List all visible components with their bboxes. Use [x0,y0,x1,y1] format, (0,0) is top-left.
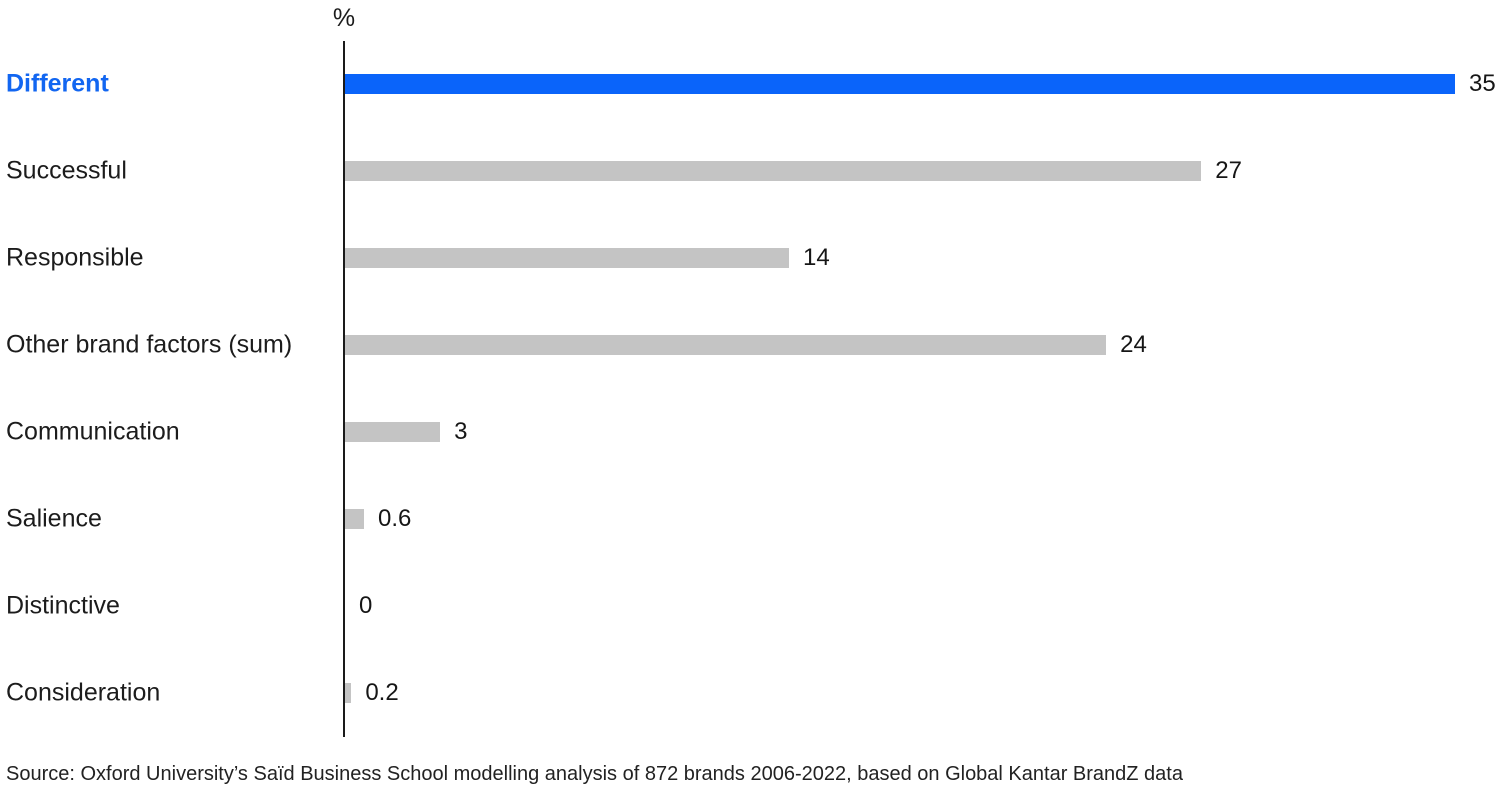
bar [345,248,789,268]
value-label: 3 [454,418,468,445]
chart-row: Consideration 0.2 [0,650,1500,737]
bar-chart: % Different 35 Successful 27 Responsible 14 Ot… [0,4,1500,737]
value-label: 24 [1120,331,1147,358]
bar [345,74,1455,94]
y-axis-line [343,41,345,737]
bar [345,422,441,442]
chart-row: Communication 3 [0,389,1500,476]
chart-row: Different 35 [0,41,1500,128]
bar [345,509,365,529]
category-label: Communication [6,417,180,446]
value-label: 0.6 [378,505,412,532]
source-text: Source: Oxford University’s Saïd Busines… [6,763,1183,785]
value-label: 0.2 [365,679,399,706]
chart-row: Distinctive 0 [0,563,1500,650]
category-label: Different [6,69,109,98]
value-label: 35 [1469,70,1496,97]
bar [345,161,1202,181]
value-label: 0 [359,592,373,619]
axis-unit-label: % [332,4,356,32]
category-label: Successful [6,156,127,185]
chart-row: Successful 27 [0,128,1500,215]
category-label: Responsible [6,243,144,272]
category-label: Distinctive [6,591,120,620]
chart-row: Salience 0.6 [0,476,1500,563]
chart-row: Responsible 14 [0,215,1500,302]
category-label: Consideration [6,678,161,707]
category-label: Salience [6,504,102,533]
value-label: 27 [1215,157,1242,184]
bar [345,335,1107,355]
value-label: 14 [803,244,830,271]
chart-row: Other brand factors (sum) 24 [0,302,1500,389]
bar [345,683,352,703]
category-label: Other brand factors (sum) [6,330,293,359]
